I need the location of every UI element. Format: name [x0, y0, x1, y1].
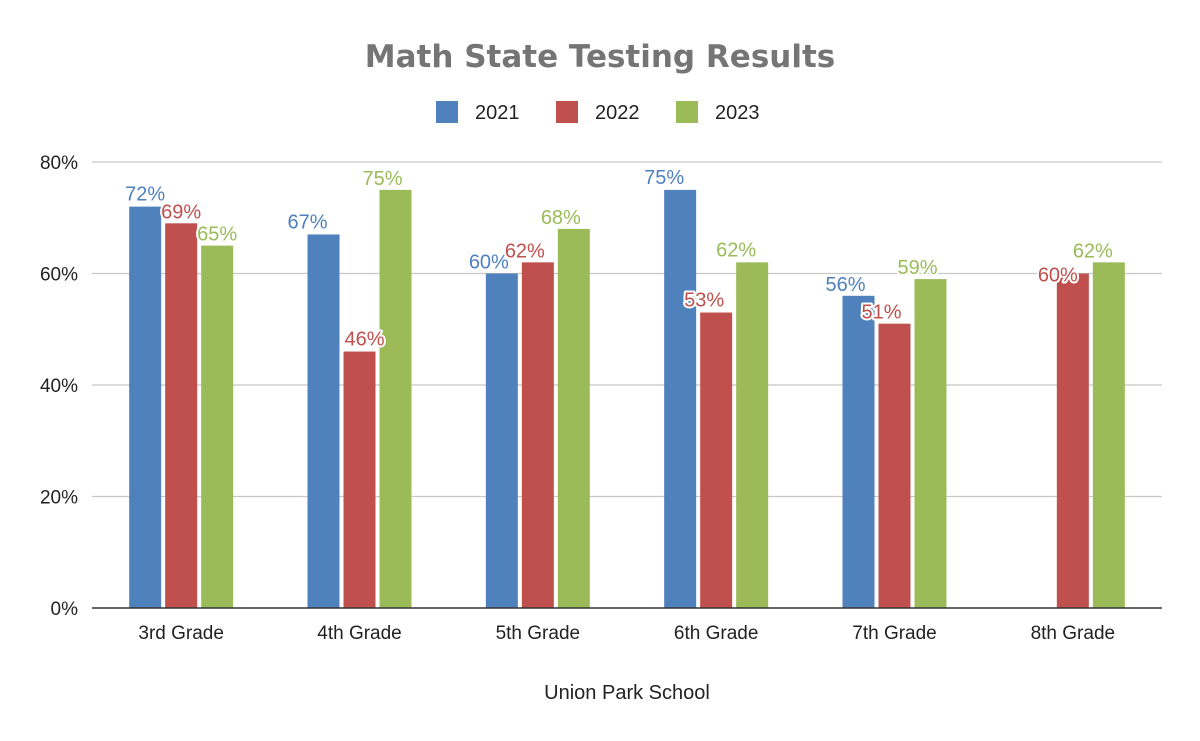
- data-label-2021-0: 72%: [125, 184, 165, 206]
- data-label-2022-3: 53%: [684, 290, 724, 312]
- chart-title: Math State Testing Results: [365, 39, 835, 75]
- data-label-2023-0: 65%: [197, 224, 237, 246]
- bar-2023-4: [914, 279, 947, 608]
- bar-2023-3: [736, 262, 769, 608]
- y-tick-label: 20%: [40, 488, 78, 509]
- y-tick-label: 60%: [40, 265, 78, 286]
- data-label-2022-2: 62%: [505, 240, 545, 262]
- bar-2023-1: [379, 189, 412, 608]
- bar-2022-1: [343, 351, 376, 608]
- data-label-2021-4: 56%: [825, 274, 865, 296]
- y-tick-label: 80%: [40, 153, 78, 174]
- y-axis-ticks: 0% 20% 40% 60% 80%: [40, 153, 78, 620]
- bar-2023-2: [557, 228, 590, 608]
- legend-swatch-2022: [556, 101, 578, 123]
- x-axis-label: Union Park School: [544, 682, 710, 704]
- bar-2021-1: [307, 234, 340, 608]
- data-label-2023-1: 75%: [362, 168, 402, 190]
- data-label-2023-3: 62%: [716, 239, 756, 261]
- data-label-2021-2: 60%: [469, 252, 509, 274]
- x-category-label: 5th Grade: [496, 623, 581, 644]
- bar-2022-0: [165, 223, 198, 608]
- bar-2021-0: [129, 206, 162, 608]
- data-label-2022-5: 60%: [1038, 265, 1078, 287]
- legend-label-2021: 2021: [475, 102, 520, 124]
- bar-2022-3: [700, 312, 733, 608]
- x-category-label: 7th Grade: [852, 623, 937, 644]
- y-tick-label: 40%: [40, 376, 78, 397]
- legend-label-2023: 2023: [715, 102, 760, 124]
- bar-2021-2: [485, 273, 518, 608]
- data-label-2023-4: 59%: [897, 257, 937, 279]
- bar-2023-0: [201, 245, 234, 608]
- data-label-2022-4: 51%: [861, 302, 901, 324]
- x-category-label: 8th Grade: [1031, 623, 1116, 644]
- x-category-label: 4th Grade: [317, 623, 402, 644]
- bar-2022-2: [521, 262, 554, 608]
- x-axis-categories: 3rd Grade 4th Grade 5th Grade 6th Grade 7th …: [138, 623, 1115, 644]
- legend-label-2022: 2022: [595, 102, 640, 124]
- bar-2022-5: [1056, 273, 1089, 608]
- data-label-2023-2: 68%: [541, 207, 581, 229]
- legend-swatch-2023: [676, 101, 698, 123]
- gridlines: [92, 161, 1162, 498]
- data-label-2023-5: 62%: [1073, 240, 1113, 262]
- bars: [129, 189, 1125, 608]
- data-label-2022-1: 46%: [344, 329, 384, 351]
- bar-2023-5: [1092, 262, 1125, 608]
- data-label-2021-3: 75%: [644, 167, 684, 189]
- data-label-2022-0: 69%: [161, 201, 201, 223]
- x-category-label: 3rd Grade: [138, 623, 224, 644]
- data-labels: 72%69%65%67%46%75%60%62%68%75%53%62%56%5…: [123, 165, 1115, 353]
- legend-swatch-2021: [436, 101, 458, 123]
- bar-2022-4: [878, 323, 911, 608]
- bar-2021-3: [664, 189, 697, 608]
- x-category-label: 6th Grade: [674, 623, 759, 644]
- bar-2021-4: [842, 295, 875, 608]
- legend: 2021 2022 2023: [436, 101, 760, 124]
- data-label-2021-1: 67%: [287, 211, 327, 233]
- y-tick-label: 0%: [51, 599, 79, 620]
